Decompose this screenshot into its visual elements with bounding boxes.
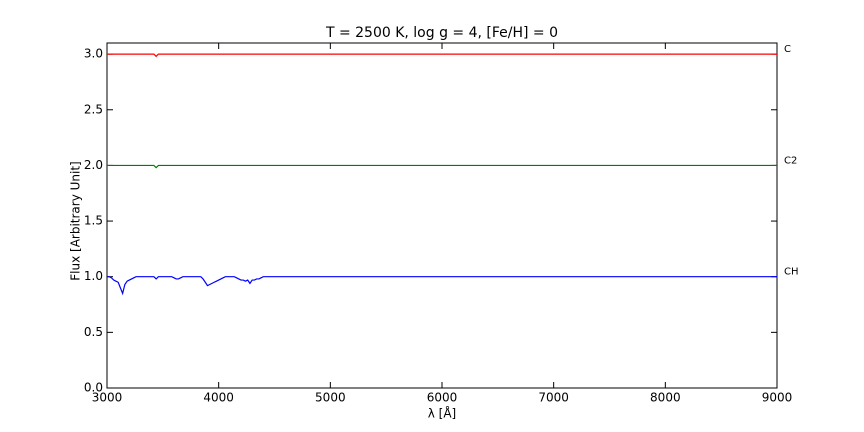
y-tick-label: 1.5: [84, 214, 103, 228]
y-axis-label: Flux [Arbitrary Unit]: [69, 161, 83, 280]
x-tick-label: 4000: [203, 391, 234, 405]
plot-frame: [106, 42, 778, 389]
series-label: CH: [784, 267, 799, 278]
x-axis-label: λ [Å]: [428, 406, 457, 421]
x-tick-label: 8000: [650, 391, 681, 405]
y-tick-label: 0.5: [84, 325, 103, 339]
y-tick-label: 1.0: [84, 269, 103, 283]
series-label: C: [784, 44, 791, 55]
y-tick-label: 3.0: [84, 47, 103, 61]
y-tick-label: 2.5: [84, 102, 103, 116]
x-tick-label: 7000: [538, 391, 569, 405]
x-tick-label: 9000: [762, 391, 793, 405]
y-tick-label: 0.0: [84, 381, 103, 395]
x-tick-label: 6000: [427, 391, 458, 405]
x-tick-label: 5000: [315, 391, 346, 405]
x-tick-label: 3000: [92, 391, 123, 405]
series-line: [107, 276, 777, 296]
series-line: [107, 53, 777, 58]
y-tick-label: 2.0: [84, 158, 103, 172]
series-label: C2: [784, 155, 797, 166]
chart-title: T = 2500 K, log g = 4, [Fe/H] = 0: [325, 25, 558, 41]
series-line: [107, 164, 777, 169]
